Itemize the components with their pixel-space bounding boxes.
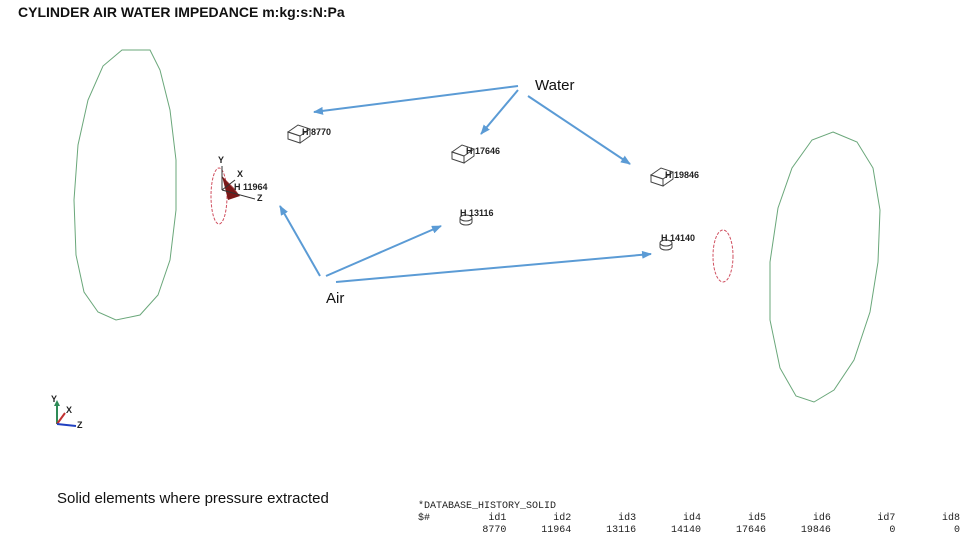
value-id6: 19846: [800, 524, 831, 536]
element-13116-shape: [459, 214, 473, 226]
triad-x-label: X: [66, 405, 72, 415]
database-history-solid-table: $# id1 id2 id3 id4 id5 id6 id7 id8 8770 …: [414, 512, 960, 536]
right-cylinder-outline: [769, 131, 881, 403]
value-id2: 11964: [541, 524, 572, 536]
element-17646-shape: [450, 144, 476, 164]
header-id5: id5: [747, 512, 766, 524]
air-arrow-to-13116: [325, 225, 442, 277]
element-19846-shape: [649, 167, 675, 187]
water-arrow-to-8770: [313, 85, 519, 115]
local-axis-x-label: X: [237, 169, 243, 179]
keyword-line: *DATABASE_HISTORY_SOLID: [418, 501, 557, 512]
element-label-13116: H 13116: [460, 208, 494, 218]
model-title: CYLINDER AIR WATER IMPEDANCE m:kg:s:N:Pa: [18, 4, 345, 20]
local-axes: Y X Z: [218, 155, 263, 203]
header-id2: id2: [553, 512, 572, 524]
local-axis-z-label: Z: [257, 193, 263, 203]
value-id5: 17646: [735, 524, 766, 536]
global-axis-triad: Y X Z: [51, 394, 83, 430]
water-callout: Water: [535, 77, 575, 94]
header-id7: id7: [877, 512, 896, 524]
value-id1: 8770: [482, 524, 507, 536]
triad-y-label: Y: [51, 394, 57, 404]
element-11964-face: [222, 176, 240, 196]
element-label-14140: H 14140: [661, 233, 695, 243]
header-id8: id8: [941, 512, 960, 524]
element-label-19846: H 19846: [665, 170, 699, 180]
header-id1: id1: [488, 512, 507, 524]
local-axis-y-label: Y: [218, 155, 224, 165]
table-header-row: $# id1 id2 id3 id4 id5 id6 id7 id8: [414, 512, 960, 524]
air-arrow-to-11964: [279, 205, 321, 277]
header-id3: id3: [618, 512, 637, 524]
header-id4: id4: [683, 512, 702, 524]
element-label-17646: H 17646: [466, 146, 500, 156]
comment-marker: $#: [418, 512, 431, 524]
value-id8: 0: [953, 524, 960, 536]
element-8770-shape: [286, 124, 312, 144]
table-value-row: 8770 11964 13116 14140 17646 19846 0 0: [414, 524, 960, 536]
triad-z-label: Z: [77, 420, 83, 430]
value-id4: 14140: [671, 524, 702, 536]
header-id6: id6: [812, 512, 831, 524]
value-id7: 0: [889, 524, 896, 536]
element-label-11964: H 11964: [234, 182, 268, 192]
water-arrow-to-19846: [527, 95, 631, 165]
caption: Solid elements where pressure extracted: [57, 490, 329, 507]
left-air-ellipse: [210, 167, 228, 225]
air-arrow-to-14140: [335, 250, 652, 283]
left-cylinder-outline: [73, 49, 177, 321]
right-air-ellipse: [712, 229, 734, 283]
air-callout: Air: [326, 290, 345, 307]
water-arrow-to-17646: [480, 89, 519, 135]
value-id3: 13116: [606, 524, 637, 536]
element-label-8770: H 8770: [302, 127, 331, 137]
element-14140-shape: [659, 239, 673, 251]
